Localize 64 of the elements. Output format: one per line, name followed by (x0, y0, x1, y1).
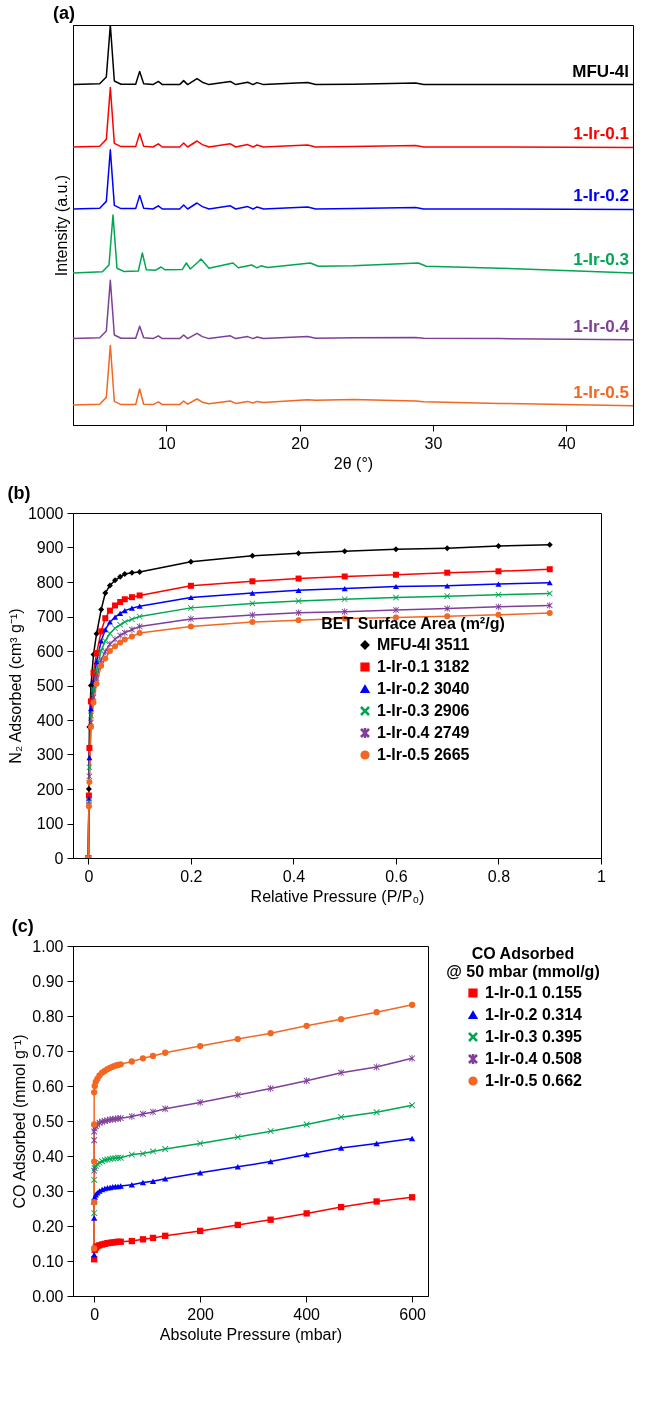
y-tick-label: 0.40 (32, 1147, 64, 1165)
y-tick-label: 0.20 (32, 1217, 64, 1235)
series-label: 1-Ir-0.5 (573, 382, 629, 402)
x-tick-label: 10 (157, 434, 176, 452)
y-tick-label: 700 (36, 608, 64, 625)
y-tick-label: 0 (54, 849, 64, 867)
x-tick-label: 1 (597, 867, 607, 885)
y-tick-label: 0.00 (32, 1287, 64, 1305)
y-axis-title: Intensity (a.u.) (52, 174, 70, 277)
y-tick-label: 0.90 (32, 972, 64, 990)
x-tick-label: 20 (291, 434, 310, 452)
y-tick-label: 400 (36, 711, 64, 729)
y-tick-label: 200 (36, 780, 64, 798)
x-tick-label: 30 (424, 434, 443, 452)
y-tick-label: 0.30 (32, 1182, 64, 1200)
y-tick-label: 0.50 (32, 1112, 64, 1130)
legend-label: 1-Ir-0.2 0.314 (485, 1006, 583, 1023)
x-tick-label: 200 (187, 1305, 215, 1323)
legend-label: 1-Ir-0.3 0.395 (485, 1028, 583, 1045)
x-tick-label: 0.8 (487, 867, 511, 885)
legend-label: 1-Ir-0.2 3040 (377, 680, 470, 697)
y-tick-label: 900 (36, 539, 64, 556)
legend-label: 1-Ir-0.4 0.508 (485, 1050, 583, 1067)
x-axis-title: Relative Pressure (P/P₀) (250, 887, 425, 905)
x-tick-label: 40 (557, 434, 576, 452)
y-tick-label: 0.60 (32, 1077, 64, 1095)
y-tick-label: 0.70 (32, 1042, 64, 1060)
legend-label: 1-Ir-0.4 2749 (377, 724, 470, 741)
y-tick-label: 100 (36, 815, 64, 832)
y-axis-title: CO Adsorbed (mmol g⁻¹) (11, 1034, 29, 1209)
series-label: MFU-4l (572, 61, 629, 81)
legend-title: CO Adsorbed @ 50 mbar (mmol/g) (446, 945, 600, 980)
x-tick-label: 0 (90, 1305, 100, 1323)
x-tick-label: 600 (399, 1305, 427, 1323)
x-tick-label: 0 (84, 867, 94, 885)
x-axis-title: 2θ (°) (333, 454, 374, 472)
x-axis-title: Absolute Pressure (mbar) (159, 1325, 343, 1343)
series-label: 1-Ir-0.3 (573, 250, 629, 269)
y-tick-label: 800 (36, 573, 64, 591)
legend-title: BET Surface Area (m²/g) (321, 615, 505, 632)
chart-title: (b) (7, 483, 31, 503)
series-label: 1-Ir-0.4 (573, 316, 630, 336)
x-tick-label: 0.6 (385, 867, 408, 885)
legend-label: 1-Ir-0.5 2665 (377, 746, 470, 763)
y-tick-label: 500 (36, 677, 64, 694)
y-tick-label: 0.10 (32, 1252, 64, 1270)
y-tick-label: 600 (36, 642, 64, 660)
x-tick-label: 0.4 (282, 867, 306, 885)
y-tick-label: 1000 (27, 504, 64, 522)
y-tick-label: 300 (36, 746, 64, 763)
legend-label: 1-Ir-0.1 0.155 (485, 984, 583, 1001)
x-tick-label: 400 (293, 1305, 321, 1323)
legend-label: 1-Ir-0.5 0.662 (485, 1072, 583, 1089)
y-tick-label: 0.80 (32, 1007, 64, 1025)
legend-label: 1-Ir-0.3 2906 (377, 702, 470, 719)
x-tick-label: 0.2 (180, 867, 203, 885)
legend-label: 1-Ir-0.1 3182 (377, 658, 470, 675)
series-label: 1-Ir-0.2 (573, 186, 629, 206)
y-tick-label: 1.00 (32, 937, 64, 955)
series-label: 1-Ir-0.1 (573, 124, 629, 144)
y-axis-title: N₂ Adsorbed (cm³ g⁻¹) (6, 608, 24, 764)
chart-title: (a) (53, 3, 75, 23)
legend-label: MFU-4l 3511 (377, 636, 470, 653)
chart-title: (c) (11, 916, 34, 936)
